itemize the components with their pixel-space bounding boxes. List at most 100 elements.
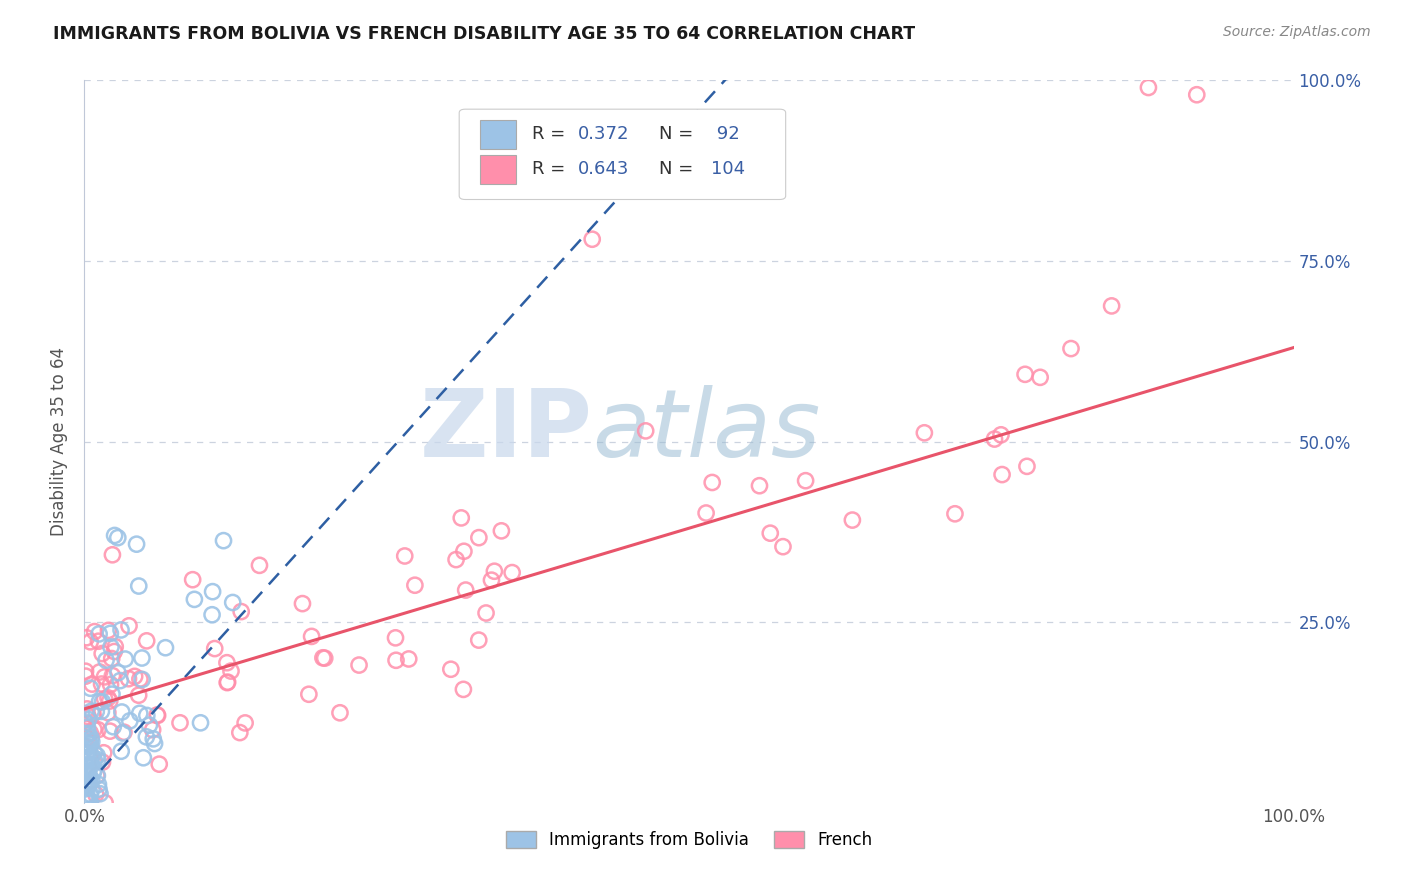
Point: [301, 629, 323, 643]
Point: [75, 669, 97, 683]
Point: [312, 650, 335, 665]
Point: [90, 677, 112, 691]
Point: [76, 766, 98, 780]
Point: [138, 718, 160, 732]
Point: [75, 792, 97, 806]
Point: [1101, 299, 1123, 313]
Point: [77, 775, 100, 789]
Point: [314, 651, 336, 665]
Point: [77, 733, 100, 747]
Point: [146, 708, 169, 723]
Point: [75, 779, 97, 793]
Point: [83, 624, 105, 639]
Point: [89, 694, 111, 708]
Point: [201, 607, 224, 622]
Point: [79, 788, 101, 802]
Point: [468, 633, 491, 648]
Point: [841, 513, 863, 527]
Point: [450, 511, 472, 525]
Point: [128, 688, 150, 702]
Point: [100, 626, 122, 640]
Point: [79, 769, 101, 783]
Point: [118, 619, 141, 633]
Point: [77, 791, 100, 805]
Point: [135, 633, 157, 648]
Point: [111, 705, 134, 719]
Point: [77, 713, 100, 727]
Bar: [479, 120, 516, 149]
Point: [77, 726, 100, 740]
Point: [76, 727, 98, 741]
Point: [77, 737, 100, 751]
Point: [107, 531, 129, 545]
Point: [912, 425, 935, 440]
Point: [385, 653, 408, 667]
Point: [79, 681, 101, 696]
Point: [84, 788, 107, 802]
Point: [86, 768, 108, 782]
Point: [298, 687, 321, 701]
Point: [75, 631, 97, 645]
Point: [79, 795, 101, 809]
Point: [82, 765, 104, 780]
Point: [347, 658, 370, 673]
Point: [1015, 459, 1038, 474]
Legend: Immigrants from Bolivia, French: Immigrants from Bolivia, French: [499, 824, 879, 856]
Point: [110, 623, 132, 637]
Point: [229, 725, 252, 739]
Text: R =: R =: [531, 126, 571, 144]
Point: [79, 796, 101, 810]
Point: [481, 573, 503, 587]
Point: [91, 695, 114, 709]
Point: [233, 715, 256, 730]
Text: R =: R =: [531, 161, 571, 178]
FancyBboxPatch shape: [460, 109, 786, 200]
Point: [1185, 87, 1208, 102]
Point: [104, 528, 127, 542]
Point: [491, 524, 513, 538]
Point: [75, 664, 97, 678]
Point: [453, 682, 475, 697]
Point: [501, 566, 523, 580]
Text: 0.372: 0.372: [578, 126, 630, 144]
Point: [394, 549, 416, 563]
Point: [87, 753, 110, 767]
Point: [100, 677, 122, 691]
Point: [75, 788, 97, 802]
Point: [76, 790, 98, 805]
Point: [1029, 370, 1052, 384]
Point: [215, 656, 238, 670]
Point: [83, 723, 105, 737]
Point: [91, 755, 114, 769]
Point: [75, 776, 97, 790]
Point: [110, 744, 132, 758]
Point: [772, 540, 794, 554]
Point: [249, 558, 271, 573]
Point: [468, 531, 491, 545]
Text: 104: 104: [710, 161, 745, 178]
Point: [291, 597, 314, 611]
Point: [146, 708, 169, 723]
Point: [454, 583, 477, 598]
Point: [79, 758, 101, 772]
Point: [142, 723, 165, 737]
Point: [329, 706, 352, 720]
Text: IMMIGRANTS FROM BOLIVIA VS FRENCH DISABILITY AGE 35 TO 64 CORRELATION CHART: IMMIGRANTS FROM BOLIVIA VS FRENCH DISABI…: [53, 25, 915, 43]
Point: [86, 769, 108, 783]
Point: [128, 579, 150, 593]
Point: [131, 651, 153, 665]
Point: [103, 644, 125, 658]
Point: [201, 584, 224, 599]
Point: [93, 670, 115, 684]
Point: [143, 737, 166, 751]
Point: [89, 665, 111, 679]
Point: [83, 753, 105, 767]
Point: [87, 782, 110, 797]
Point: [79, 752, 101, 766]
Point: [217, 675, 239, 690]
Point: [80, 731, 103, 745]
Point: [148, 757, 170, 772]
Point: [79, 777, 101, 791]
Point: [83, 746, 105, 760]
Point: [77, 710, 100, 724]
